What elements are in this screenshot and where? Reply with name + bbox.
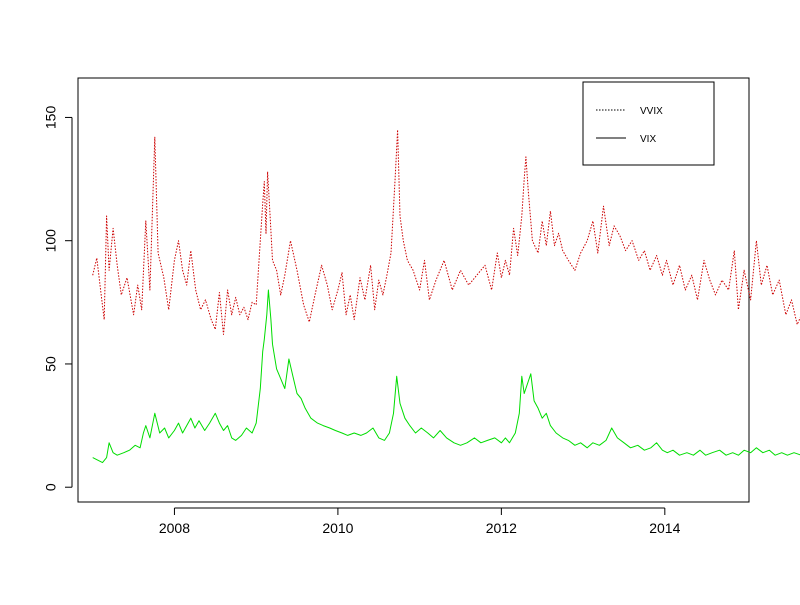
x-tick-label: 2010: [322, 520, 353, 536]
y-tick-label: 150: [43, 106, 59, 130]
legend-box: [582, 81, 715, 166]
x-axis: 2008 2010 2012 2014: [159, 507, 681, 536]
series-line-vvix: [92, 129, 800, 335]
series-line-vix: [92, 289, 800, 464]
legend-label-vix: VIX: [640, 134, 656, 145]
x-tick-label: 2012: [486, 520, 517, 536]
legend: VVIX VIX: [582, 81, 715, 166]
y-tick-label: 50: [43, 356, 59, 372]
y-tick-label: 100: [43, 229, 59, 253]
legend-label-vvix: VVIX: [640, 106, 663, 117]
y-tick-label: 0: [43, 483, 59, 491]
series-layer: [92, 129, 800, 464]
plot-frame: [77, 77, 750, 503]
x-tick-label: 2008: [159, 520, 190, 536]
x-tick-label: 2014: [649, 520, 680, 536]
y-axis: 0 50 100 150: [43, 106, 73, 491]
